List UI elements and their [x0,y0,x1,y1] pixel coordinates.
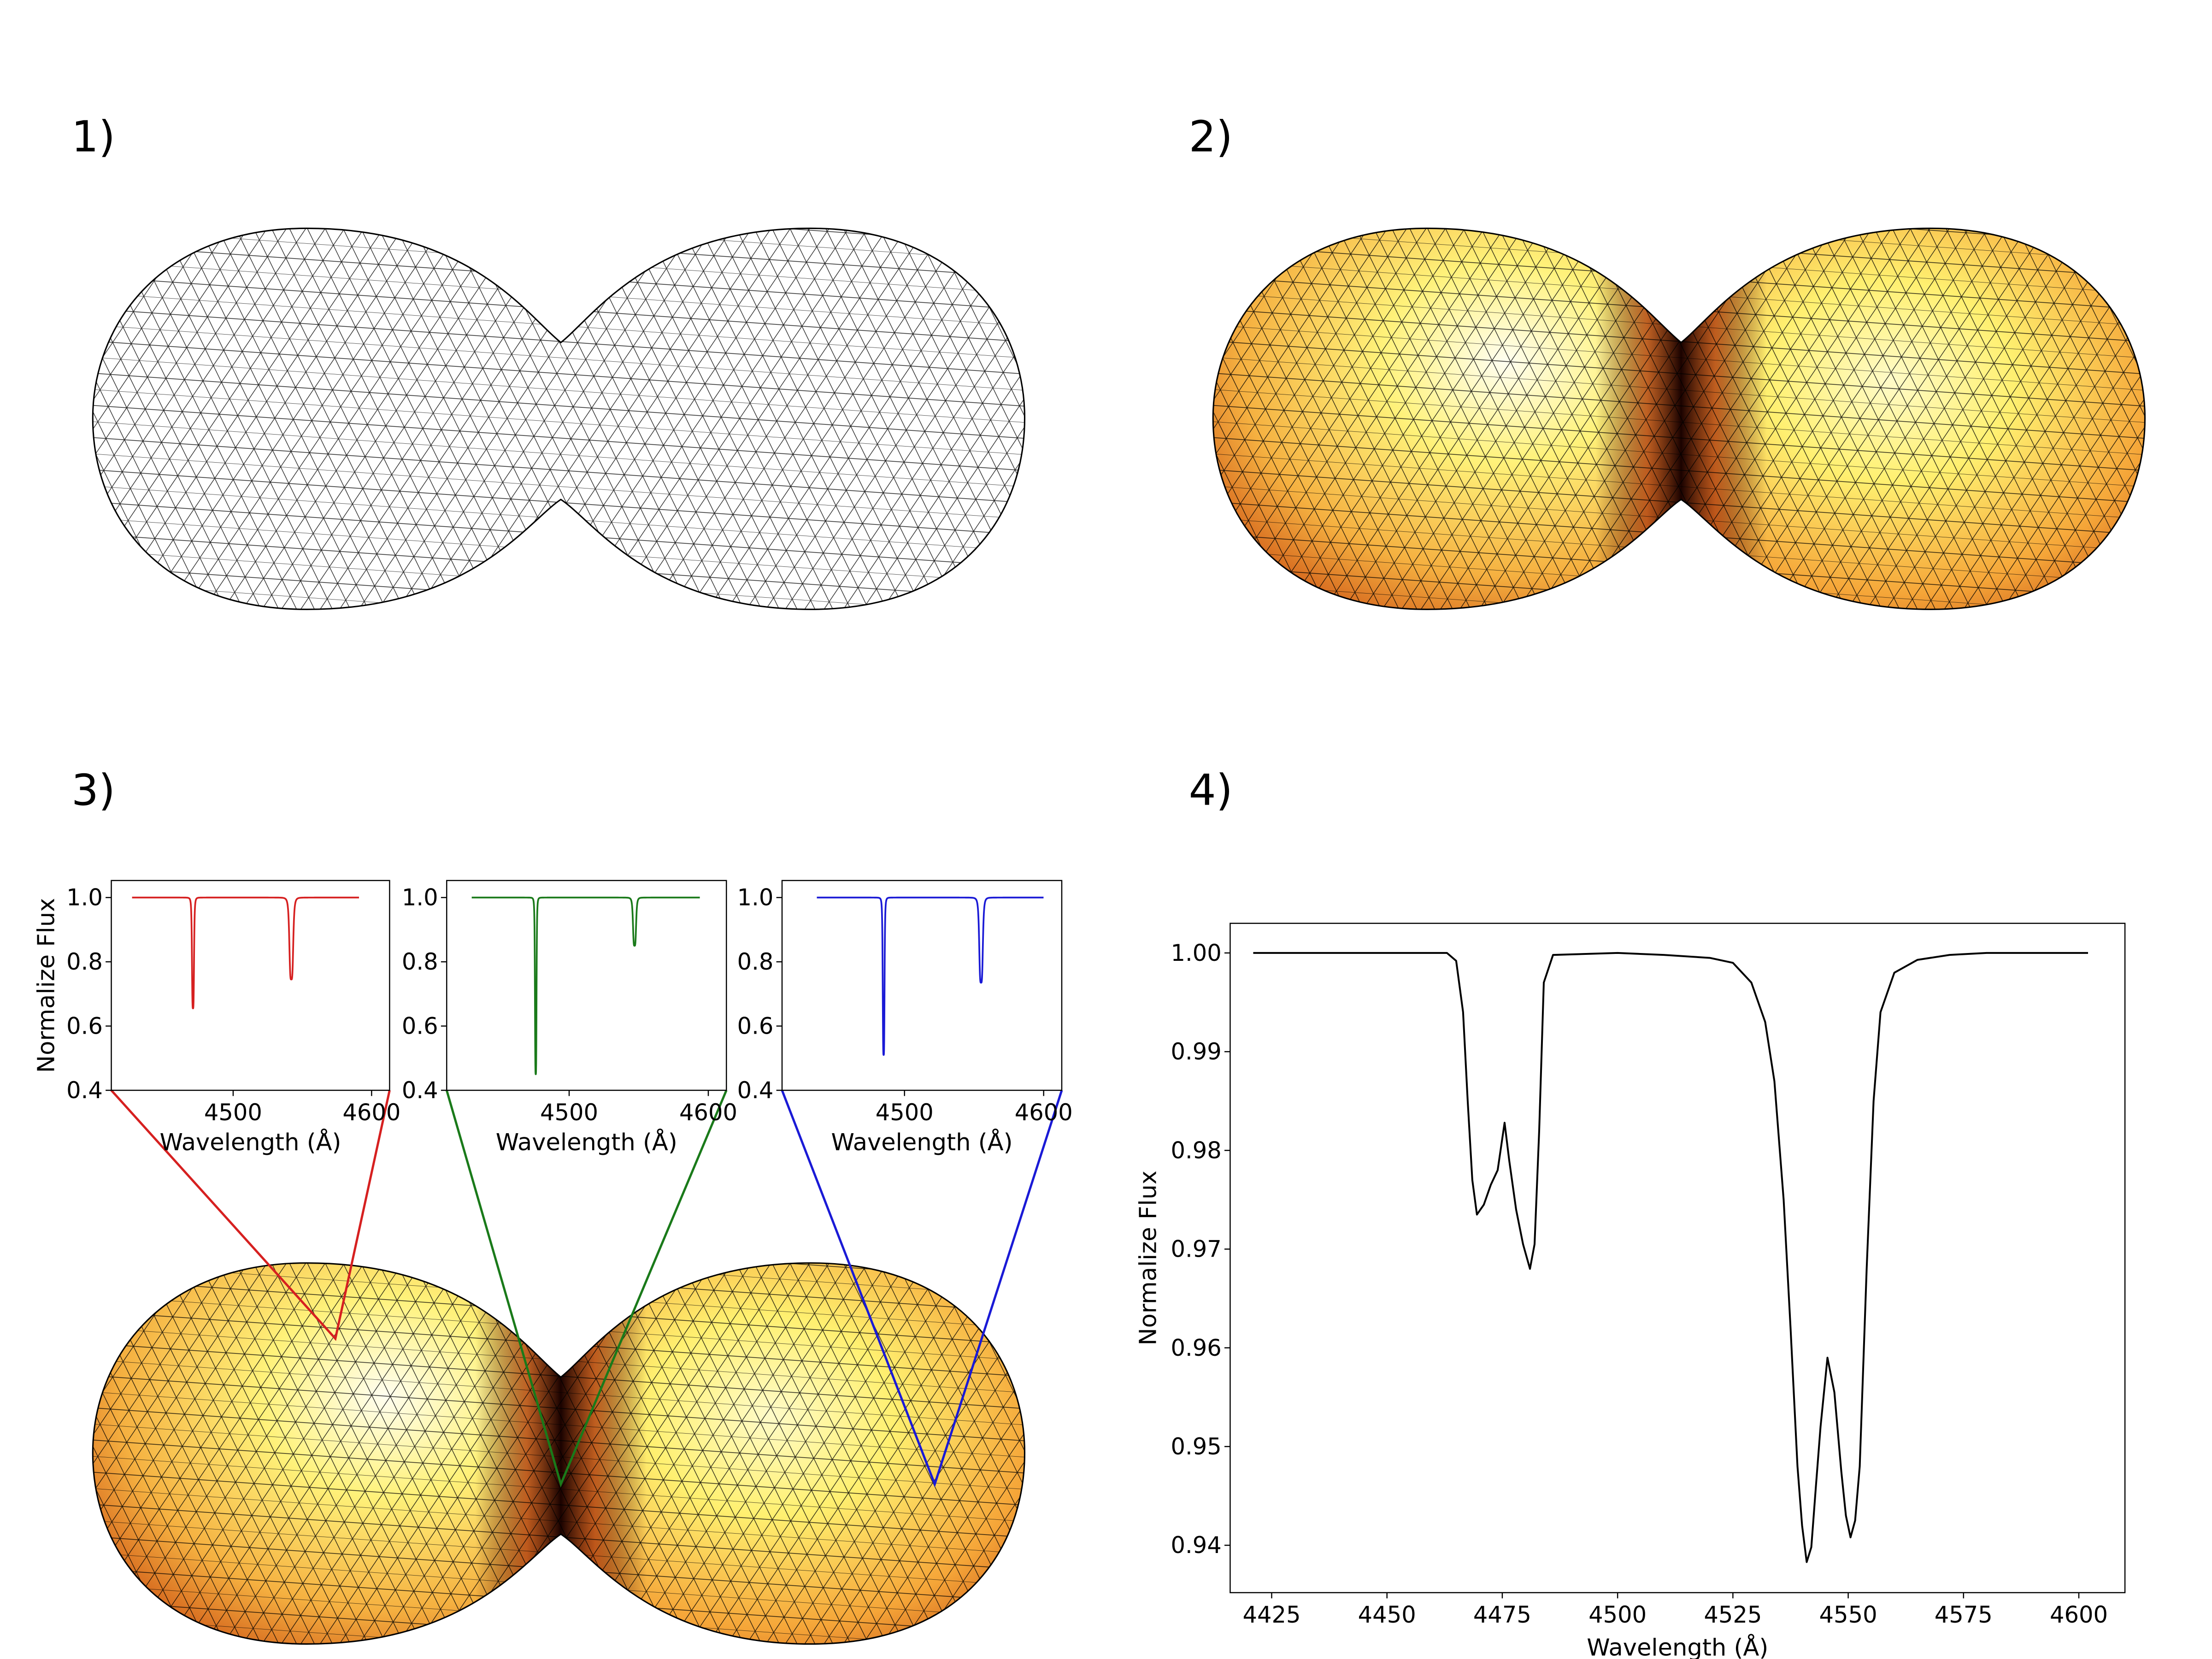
chart-inset_red: 4500 4600 0.4 0.6 0.8 1.0 Wavelength (Å) Normal… [33,880,400,1156]
axes-frame [446,880,727,1091]
series-line [471,896,701,1075]
x-tick-label: 4550 [1819,1601,1877,1628]
y-tick-label: 0.99 [1171,1038,1222,1065]
x-tick-label: 4600 [679,1099,737,1126]
x-axis-label: Wavelength (Å) [1587,1633,1768,1659]
x-tick-label: 4500 [204,1099,262,1126]
panel-label-1: 1) [71,112,115,161]
y-tick-label: 0.97 [1171,1236,1222,1263]
shaded-mesh-icon [1213,228,2149,609]
x-tick-label: 4500 [876,1099,934,1126]
y-tick-label: 0.8 [66,948,103,975]
pointer-red [110,1089,391,1341]
y-tick-label: 0.96 [1171,1335,1222,1361]
series-line [131,896,360,1010]
y-tick-label: 0.4 [66,1077,103,1104]
y-tick-label: 1.0 [402,884,438,911]
y-tick-label: 0.6 [66,1013,103,1040]
y-tick-label: 0.8 [737,948,774,975]
x-tick-label: 4500 [1588,1601,1647,1628]
x-tick-label: 4525 [1704,1601,1762,1628]
chart-inset_blue: 4500 4600 0.4 0.6 0.8 1.0 Wavelength (Å) [737,880,1073,1156]
x-tick-label: 4575 [1935,1601,1993,1628]
y-tick-label: 0.6 [737,1013,774,1040]
y-tick-label: 0.6 [402,1013,438,1040]
wireframe-mesh-icon [92,227,1026,610]
x-tick-label: 4450 [1358,1601,1416,1628]
y-tick-label: 0.98 [1171,1137,1222,1164]
y-tick-label: 0.94 [1171,1532,1222,1559]
y-tick-label: 1.00 [1171,940,1222,966]
axes-frame [111,880,390,1091]
x-axis-label: Wavelength (Å) [496,1128,677,1156]
y-tick-label: 1.0 [737,884,774,911]
x-axis-label: Wavelength (Å) [831,1128,1012,1156]
x-tick-label: 4500 [540,1099,598,1126]
panel-label-2: 2) [1189,112,1233,161]
y-tick-label: 0.8 [402,948,438,975]
axes-frame [781,880,1063,1091]
x-tick-label: 4600 [2050,1601,2108,1628]
x-tick-label: 4600 [1015,1099,1073,1126]
y-tick-label: 0.95 [1171,1433,1222,1460]
series-line [816,896,1045,1056]
x-tick-label: 4425 [1242,1601,1300,1628]
y-tick-label: 1.0 [66,884,103,911]
chart-main: 4425 4450 4475 4500 4525 4550 4575 4600 0.94 0.95… [1135,923,2126,1659]
x-axis-label: Wavelength (Å) [159,1128,341,1156]
pointer-green [445,1089,728,1488]
x-tick-label: 4475 [1473,1601,1531,1628]
panel-label-4: 4) [1189,765,1233,815]
chart-inset_green: 4500 4600 0.4 0.6 0.8 1.0 Wavelength (Å) [402,880,737,1156]
y-axis-label: Normalize Flux [1135,1171,1162,1346]
series-line [1253,952,2088,1563]
y-tick-label: 0.4 [402,1077,438,1104]
inset-pointers [110,1089,1063,1488]
x-tick-label: 4600 [342,1099,400,1126]
shaded-mesh-pointer-icon [93,1263,1029,1644]
y-tick-label: 0.4 [737,1077,774,1104]
axes-frame [1230,923,2126,1594]
pointer-blue [781,1090,1063,1488]
y-axis-label: Normalize Flux [33,898,60,1073]
panel-label-3: 3) [71,765,115,815]
